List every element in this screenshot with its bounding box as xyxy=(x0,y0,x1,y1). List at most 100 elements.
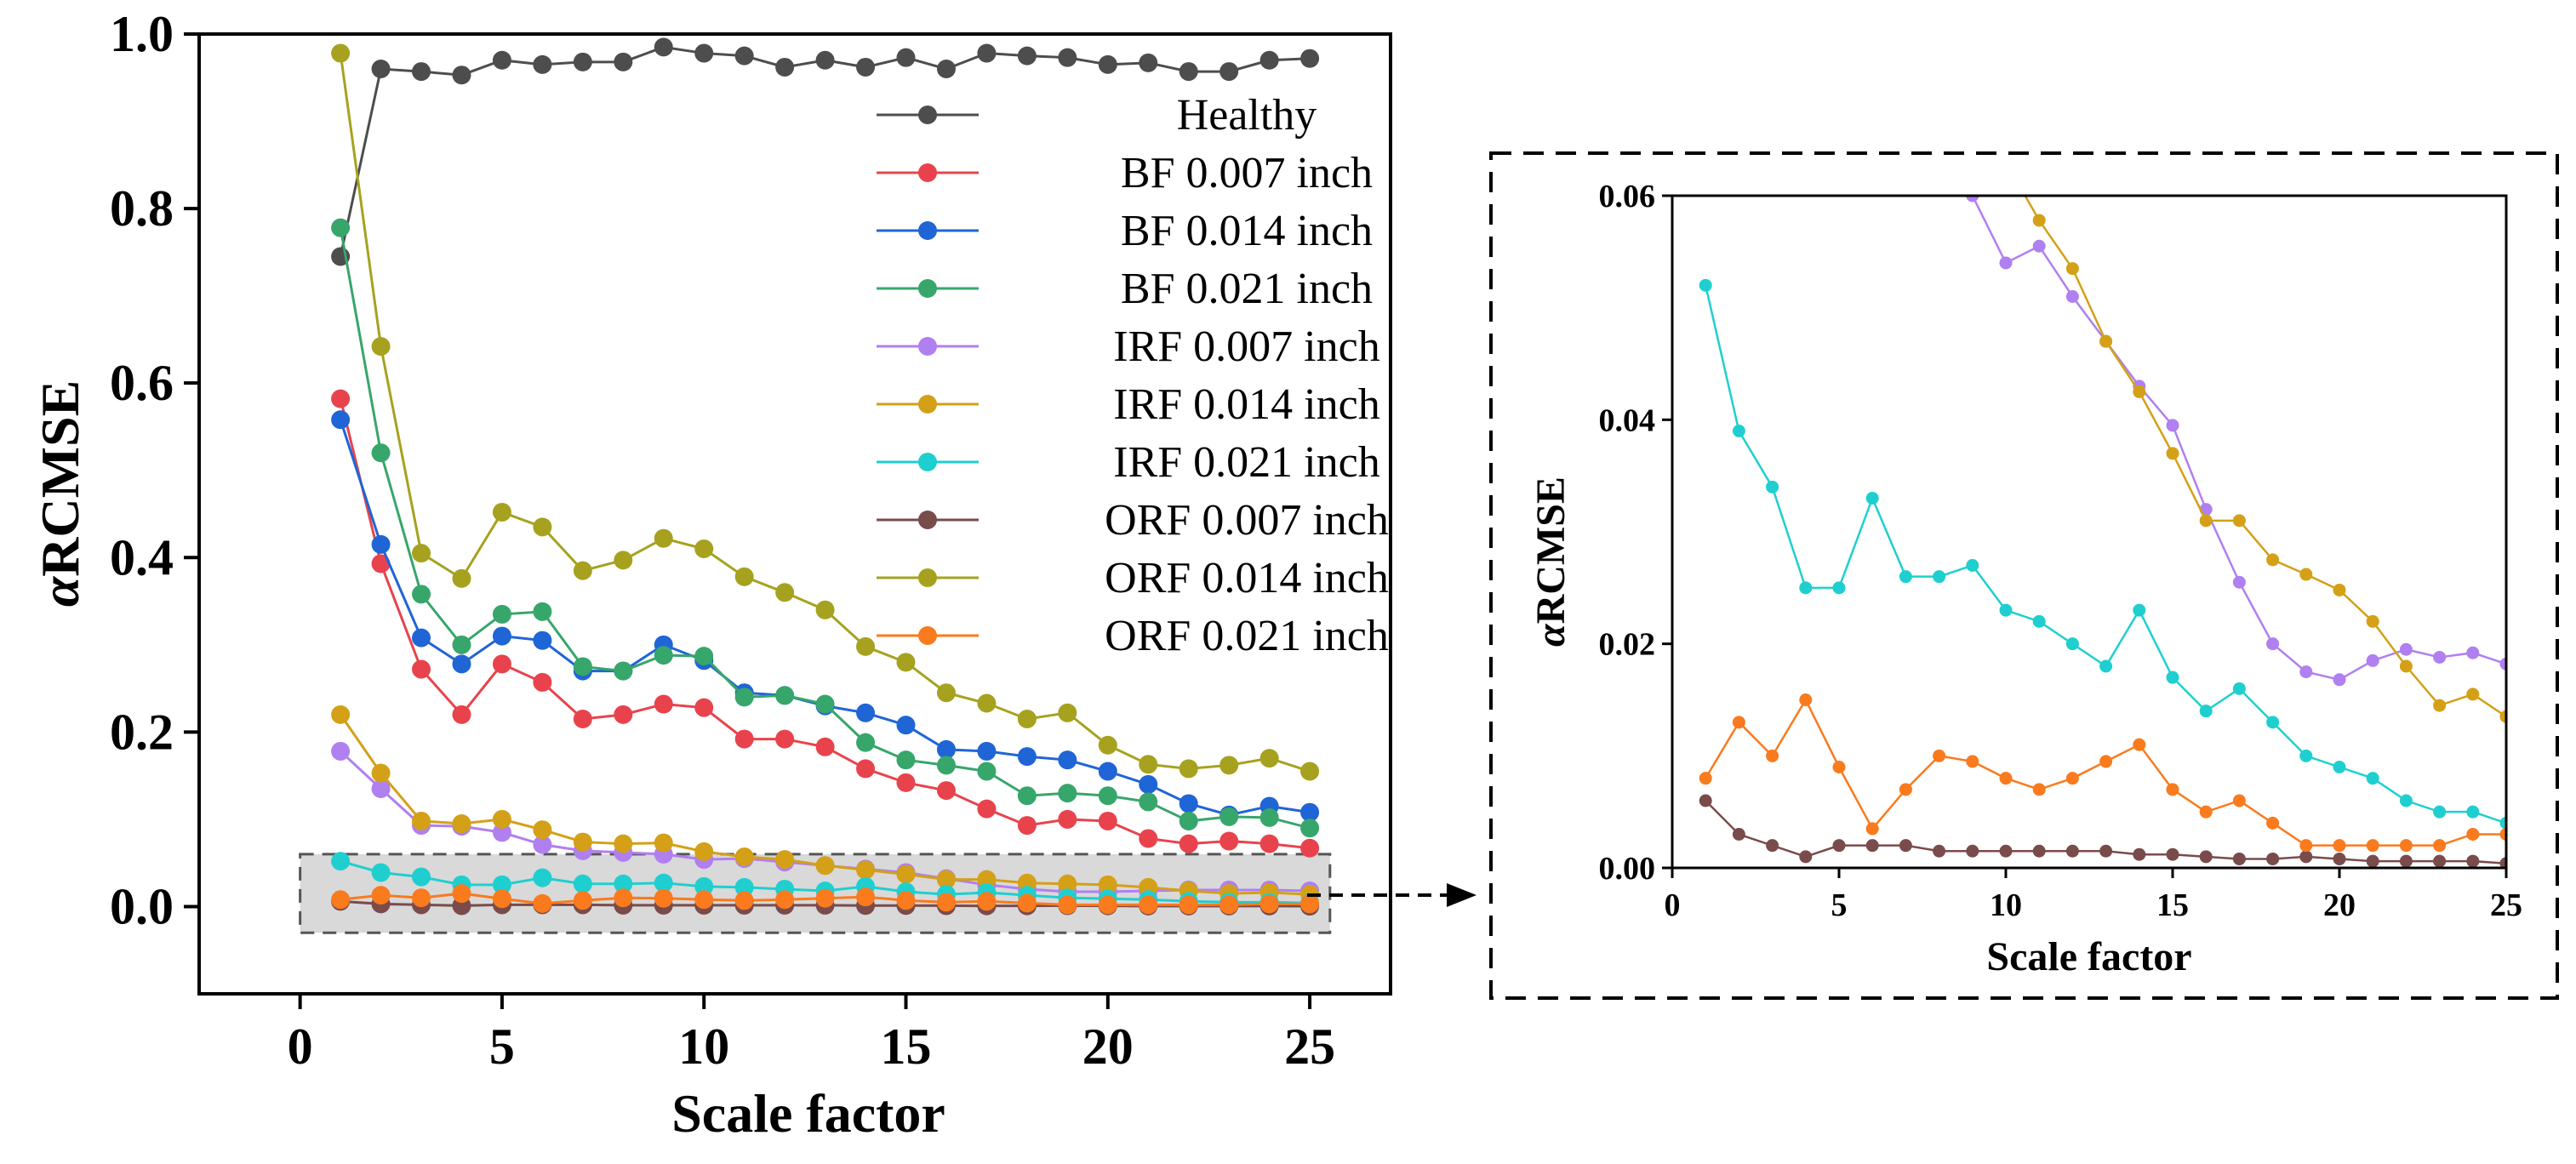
data-point xyxy=(694,890,714,910)
data-point xyxy=(856,703,876,722)
data-point xyxy=(1098,875,1117,894)
data-point xyxy=(856,887,876,907)
data-point xyxy=(856,57,876,77)
inset-data-point xyxy=(2199,805,2213,819)
main-axis-ticks: 0 5 10 15 20 25 0.0 0.2 0.4 0.6 0.8 1.0 xyxy=(110,6,1335,1075)
data-point xyxy=(492,654,511,674)
inset-data-point xyxy=(1699,278,1712,292)
inset-data-point xyxy=(1966,755,1979,768)
main-y-tick-label: 0.0 xyxy=(110,878,174,934)
data-point xyxy=(734,847,754,867)
data-point xyxy=(533,893,552,913)
legend-label: Healthy xyxy=(1177,91,1317,140)
data-point xyxy=(533,868,552,887)
inset-data-point xyxy=(2199,850,2213,864)
data-point xyxy=(1098,735,1117,755)
inset-data-point xyxy=(1733,55,1745,68)
inset-x-tick-label: 20 xyxy=(2323,887,2356,923)
data-point xyxy=(331,705,351,724)
inset-data-point xyxy=(2366,839,2379,853)
data-point xyxy=(492,809,511,829)
legend-label: BF 0.021 inch xyxy=(1121,265,1373,313)
inset-data-point xyxy=(1966,844,1979,858)
data-point xyxy=(1179,895,1198,915)
data-point xyxy=(331,389,351,408)
inset-data-point xyxy=(2099,334,2113,348)
inset-data-point xyxy=(2032,614,2046,628)
inset-data-point xyxy=(1899,145,1912,157)
main-x-tick-label: 0 xyxy=(288,1018,313,1075)
inset-data-point xyxy=(2266,716,2280,729)
data-point xyxy=(1017,893,1037,913)
data-point xyxy=(614,874,633,893)
data-point xyxy=(654,528,673,548)
data-point xyxy=(896,864,916,884)
inset-x-tick-label: 0 xyxy=(1665,887,1681,923)
data-point xyxy=(1259,894,1279,914)
data-point xyxy=(936,756,956,775)
inset-data-point xyxy=(1766,839,1779,853)
inset-data-point xyxy=(2199,705,2213,718)
legend-marker xyxy=(918,106,937,124)
legend-item: BF 0.014 inch xyxy=(877,207,1373,255)
inset-data-point xyxy=(1933,167,1945,180)
inset-data-point xyxy=(1865,839,1879,853)
inset-data-point xyxy=(2232,682,2246,695)
legend-label: ORF 0.014 inch xyxy=(1105,554,1389,602)
legend-marker xyxy=(918,279,937,298)
data-point xyxy=(1259,834,1279,853)
inset-data-point xyxy=(2333,852,2346,865)
inset-data-point xyxy=(2399,642,2413,656)
series-healthy xyxy=(331,37,1320,266)
inset-y-tick-label: 0.00 xyxy=(1599,851,1656,887)
series-bf-0-007-inch xyxy=(331,389,1320,858)
data-point xyxy=(452,66,471,85)
data-point xyxy=(734,567,754,586)
legend-marker xyxy=(918,626,937,645)
data-point xyxy=(1058,895,1077,915)
data-point xyxy=(614,551,633,570)
inset-data-point xyxy=(1732,828,1745,841)
inset-data-point xyxy=(2065,772,2079,785)
data-point xyxy=(371,534,391,554)
inset-data-point xyxy=(2266,816,2280,830)
inset-data-point xyxy=(1966,100,1979,112)
data-point xyxy=(1219,807,1239,826)
data-point xyxy=(331,410,351,430)
inset-y-tick-label: 0.06 xyxy=(1599,179,1656,214)
inset-data-point xyxy=(1966,196,1979,203)
highlight-region xyxy=(299,853,1332,934)
data-point xyxy=(371,60,391,79)
data-point xyxy=(775,729,795,749)
data-point xyxy=(492,889,511,909)
data-point xyxy=(371,886,391,905)
data-point xyxy=(977,870,997,889)
data-point xyxy=(1300,819,1320,838)
inset-data-point xyxy=(2133,603,2146,617)
main-y-tick-label: 0.2 xyxy=(110,704,174,760)
data-point xyxy=(654,833,673,853)
data-point xyxy=(977,799,997,819)
inset-data-point xyxy=(2166,847,2179,861)
legend-marker xyxy=(918,337,937,356)
data-point xyxy=(371,554,391,573)
inset-data-point xyxy=(1899,570,1912,584)
data-point xyxy=(856,636,876,656)
inset-x-tick-label: 5 xyxy=(1831,887,1848,923)
inset-data-point xyxy=(2433,805,2447,819)
data-point xyxy=(533,54,552,74)
inset-x-tick-label: 10 xyxy=(1990,887,2022,923)
data-point xyxy=(331,890,351,910)
data-point xyxy=(1300,762,1320,781)
data-point xyxy=(1017,709,1037,728)
inset-data-point xyxy=(2032,783,2046,796)
legend-marker xyxy=(918,453,937,471)
data-point xyxy=(1179,834,1198,853)
inset-data-point xyxy=(1766,480,1779,494)
data-point xyxy=(1058,750,1077,770)
inset-data-point xyxy=(1766,749,1779,762)
legend-item: Healthy xyxy=(877,91,1317,140)
data-point xyxy=(371,763,391,783)
legend: Healthy BF 0.007 inch BF 0.014 inch BF 0.02… xyxy=(877,91,1389,660)
inset-series-line xyxy=(2024,196,2506,718)
